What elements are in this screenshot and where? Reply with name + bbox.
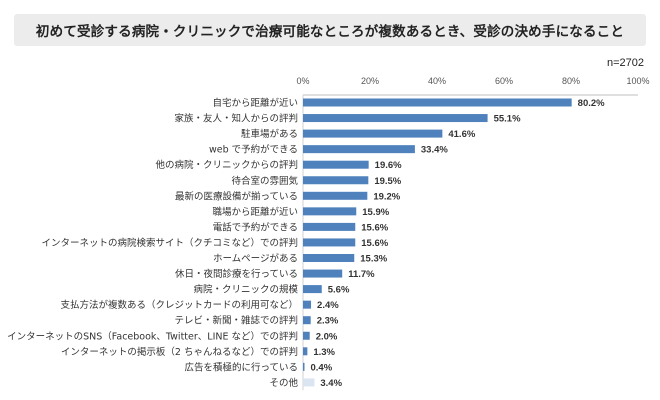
bar bbox=[303, 285, 322, 294]
category-label: 広告を積極的に行っている bbox=[184, 361, 298, 373]
category-label: 待合室の雰囲気 bbox=[231, 175, 298, 187]
bar bbox=[303, 378, 315, 387]
data-label: 19.6% bbox=[375, 160, 402, 171]
bar bbox=[303, 191, 368, 200]
data-label: 41.6% bbox=[448, 129, 475, 140]
category-label: 支払方法が複数ある（クレジットカードの利用可など） bbox=[60, 299, 298, 311]
data-label: 33.4% bbox=[421, 145, 448, 156]
bar bbox=[303, 207, 357, 216]
category-label: インターネットのSNS（Facebook、Twitter、LINE など）での評… bbox=[7, 330, 298, 342]
x-tick-label: 20% bbox=[361, 76, 379, 86]
data-label: 2.4% bbox=[317, 300, 339, 311]
sample-size-note: n=2702 bbox=[606, 57, 644, 69]
data-label: 80.2% bbox=[578, 98, 605, 109]
chart-title: 初めて受診する病院・クリニックで治療可能なところが複数あるとき、受診の決め手にな… bbox=[14, 14, 646, 46]
data-label: 1.3% bbox=[313, 347, 335, 358]
data-label: 19.5% bbox=[374, 176, 401, 187]
data-label: 55.1% bbox=[494, 114, 521, 125]
data-label: 15.6% bbox=[361, 238, 388, 249]
category-label: テレビ・新聞・雑誌での評判 bbox=[174, 315, 298, 327]
x-tick-label: 60% bbox=[495, 76, 513, 86]
bar bbox=[303, 362, 305, 371]
category-label: 休日・夜間診療を行っている bbox=[175, 268, 298, 280]
data-label: 2.0% bbox=[316, 331, 338, 342]
bar bbox=[303, 145, 415, 154]
data-label: 3.4% bbox=[320, 378, 342, 389]
bar bbox=[303, 160, 369, 169]
category-label: 職場から距離が近い bbox=[212, 206, 298, 218]
bar bbox=[303, 316, 311, 325]
bar bbox=[303, 129, 443, 138]
category-label: 駐車場がある bbox=[241, 128, 298, 140]
data-label: 11.7% bbox=[348, 269, 375, 280]
bar bbox=[303, 238, 356, 247]
category-label: インターネットの掲示板（2 ちゃんねるなど）での評判 bbox=[61, 346, 298, 358]
data-label: 15.3% bbox=[360, 254, 387, 265]
bar bbox=[303, 254, 355, 262]
bar bbox=[303, 98, 572, 107]
x-tick-label: 40% bbox=[428, 76, 446, 86]
data-label: 15.6% bbox=[361, 222, 388, 233]
category-label: 病院・クリニックの規模 bbox=[193, 284, 298, 296]
bar bbox=[303, 114, 488, 123]
category-label: ホームページがある bbox=[213, 253, 298, 265]
bar bbox=[303, 222, 356, 231]
bar bbox=[303, 269, 343, 278]
x-tick-label: 100% bbox=[626, 76, 649, 86]
bar bbox=[303, 331, 310, 340]
category-label: 電話で予約ができる bbox=[213, 221, 298, 233]
data-label: 15.9% bbox=[362, 207, 389, 218]
data-label: 2.3% bbox=[317, 316, 339, 327]
x-tick-label: 80% bbox=[562, 76, 580, 86]
data-label: 5.6% bbox=[328, 285, 350, 296]
category-label: web で予約ができる bbox=[209, 144, 298, 156]
bar bbox=[303, 176, 369, 185]
bar bbox=[303, 347, 308, 356]
category-label: 家族・友人・知人からの評判 bbox=[174, 113, 298, 125]
category-label: インターネットの病院検索サイト（クチコミなど）での評判 bbox=[41, 237, 298, 249]
x-tick-label: 0% bbox=[296, 76, 309, 86]
category-label: 最新の医療設備が揃っている bbox=[175, 190, 298, 202]
category-label: 自宅から距離が近い bbox=[212, 97, 298, 109]
bar bbox=[303, 300, 312, 309]
category-label: その他 bbox=[269, 377, 298, 389]
category-label: 他の病院・クリニックからの評判 bbox=[155, 159, 298, 171]
data-label: 19.2% bbox=[373, 191, 400, 202]
data-label: 0.4% bbox=[311, 362, 333, 373]
